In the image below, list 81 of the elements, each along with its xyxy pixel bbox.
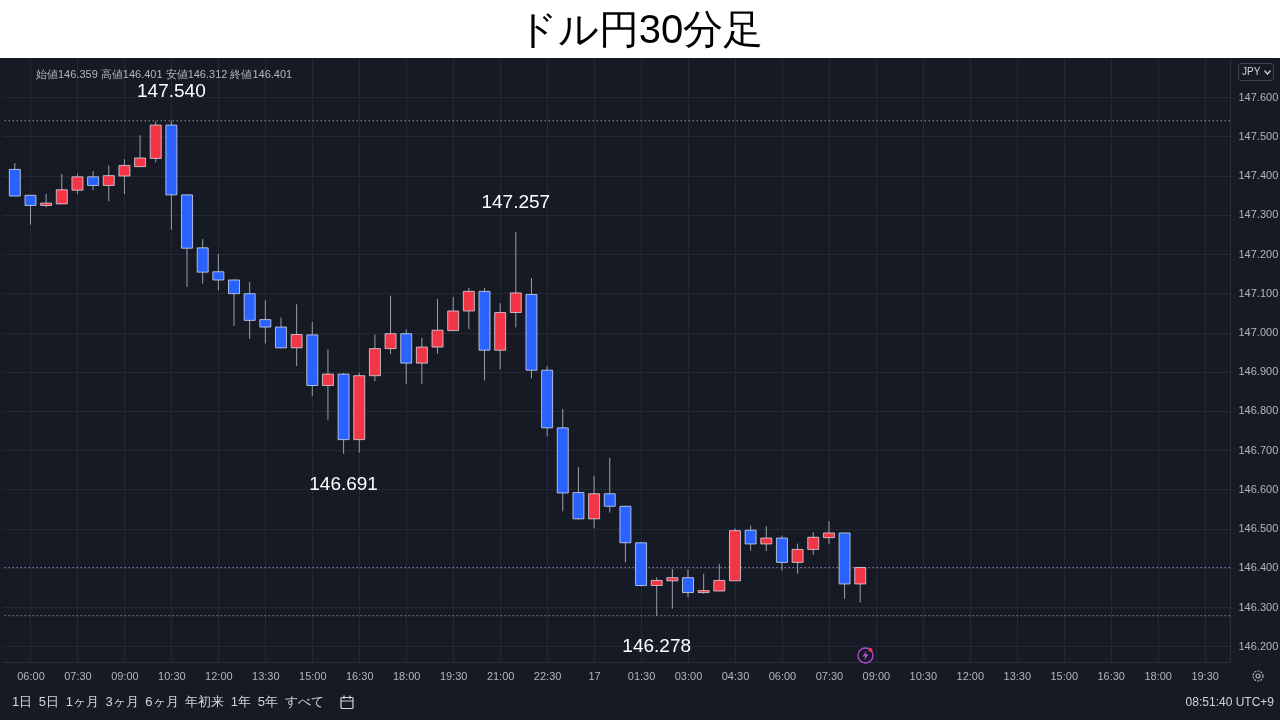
annotation: 始値146.359 高値146.401 安値146.312 終値146.401 xyxy=(36,67,293,81)
y-tick-label: 147.200 xyxy=(1238,247,1279,260)
y-tick-label: 147.400 xyxy=(1238,169,1279,182)
x-tick-label: 07:30 xyxy=(815,669,844,682)
candlestick xyxy=(760,525,773,552)
y-tick-label: 147.100 xyxy=(1238,286,1279,299)
candlestick xyxy=(102,164,115,202)
x-tick-label: 06:00 xyxy=(768,669,797,682)
x-tick-label: 15:00 xyxy=(1050,669,1079,682)
x-tick-label: 18:00 xyxy=(392,669,421,682)
candlestick xyxy=(71,173,84,195)
candlestick xyxy=(666,568,679,610)
y-tick-label: 146.700 xyxy=(1238,443,1279,456)
y-tick-label: 146.500 xyxy=(1238,522,1279,535)
text: 08:51:40 UTC+9 xyxy=(1185,695,1274,709)
dropdown-button: JPY xyxy=(1238,63,1274,81)
y-tick-label: 147.600 xyxy=(1238,90,1279,103)
x-tick-label: 13:30 xyxy=(252,669,280,682)
candlestick xyxy=(744,525,757,552)
candlestick xyxy=(228,279,241,327)
candlestick xyxy=(118,158,131,195)
y-tick-label: 146.800 xyxy=(1238,404,1279,417)
candlestick xyxy=(87,170,100,191)
candlestick xyxy=(447,296,460,332)
annotation: 146.691 xyxy=(309,472,378,494)
candlestick xyxy=(682,568,695,598)
candlestick xyxy=(290,303,303,367)
x-tick-label: 17 xyxy=(588,669,601,682)
x-tick-label: 06:00 xyxy=(17,669,45,682)
chart-title: ドル円30分足 xyxy=(0,0,1280,58)
y-tick-label: 146.300 xyxy=(1238,600,1279,613)
x-tick-label: 16:30 xyxy=(1097,669,1125,682)
candlestick xyxy=(822,520,835,545)
candlestick xyxy=(212,253,225,291)
x-tick-label: 01:30 xyxy=(627,669,656,682)
x-tick-label: 09:00 xyxy=(111,669,139,682)
x-tick-label: 13:30 xyxy=(1003,669,1032,682)
x-tick-label: 22:30 xyxy=(533,669,562,682)
y-tick-label: 147.000 xyxy=(1238,326,1279,339)
candlestick xyxy=(259,299,272,345)
x-tick-label: 07:30 xyxy=(64,669,92,682)
candlestick xyxy=(854,566,867,603)
y-tick-label: 147.300 xyxy=(1238,208,1279,221)
candlestick xyxy=(134,134,147,168)
x-tick-label: 10:30 xyxy=(158,669,186,682)
x-tick-label: 04:30 xyxy=(721,669,750,682)
candlestick xyxy=(603,457,616,514)
candlestick xyxy=(384,295,397,355)
candlestick xyxy=(431,298,444,355)
y-tick-label: 147.500 xyxy=(1238,129,1279,142)
y-tick-label: 146.600 xyxy=(1238,482,1279,495)
candlestick xyxy=(274,317,287,349)
x-tick-label: 19:30 xyxy=(439,669,468,682)
annotation: 147.540 xyxy=(137,79,206,101)
x-tick-label: 18:00 xyxy=(1144,669,1172,682)
x-tick-label: 15:00 xyxy=(299,669,327,682)
x-tick-label: 19:30 xyxy=(1191,669,1219,682)
candlestick xyxy=(807,531,820,556)
x-tick-label: 12:00 xyxy=(205,669,233,682)
candlestick xyxy=(40,193,53,208)
x-tick-label: 03:00 xyxy=(674,669,703,682)
annotation: 146.278 xyxy=(622,634,692,656)
x-tick-label: 09:00 xyxy=(862,669,891,682)
text: 1日 5日 1ヶ月 3ヶ月 6ヶ月 年初来 1年 5年 すべて xyxy=(12,694,324,710)
y-tick-label: 146.900 xyxy=(1238,365,1279,378)
x-tick-label: 12:00 xyxy=(956,669,985,682)
candlestick xyxy=(791,543,804,575)
y-tick-label: 146.400 xyxy=(1238,561,1279,574)
candlestick xyxy=(509,231,522,328)
x-tick-label: 10:30 xyxy=(909,669,938,682)
annotation: 147.257 xyxy=(481,190,551,212)
candlestick xyxy=(697,573,710,595)
candlestick xyxy=(24,194,37,226)
x-tick-label: 16:30 xyxy=(345,669,374,682)
y-tick-label: 146.200 xyxy=(1238,639,1279,652)
x-tick-label: 21:00 xyxy=(486,669,515,682)
candlestick xyxy=(713,563,726,592)
candlestick xyxy=(415,337,428,385)
candlestick xyxy=(462,287,475,330)
candlestick xyxy=(321,348,334,421)
candlestick xyxy=(55,173,68,205)
